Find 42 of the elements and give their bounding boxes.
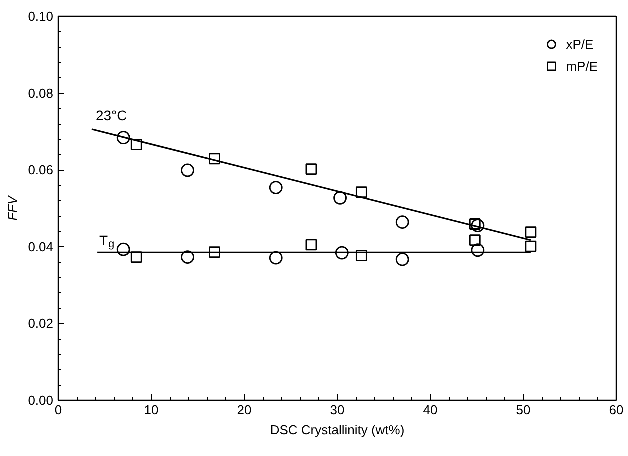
legend-label: xP/E xyxy=(566,36,594,52)
y-tick-label: 0.00 xyxy=(28,393,54,408)
point xyxy=(525,226,537,238)
x-tick-label: 50 xyxy=(516,402,531,418)
point xyxy=(269,181,283,194)
y-axis-title: FFV xyxy=(5,194,20,221)
point xyxy=(396,252,410,266)
point xyxy=(525,240,537,252)
x-tick-label: 0 xyxy=(54,402,62,418)
point xyxy=(269,251,283,265)
x-tick-label: 60 xyxy=(609,402,624,418)
legend-label: mP/E xyxy=(566,58,598,74)
x-tick-label: 10 xyxy=(144,402,159,418)
y-tick-label: 0.10 xyxy=(28,9,54,24)
y-tick-label: 0.02 xyxy=(28,316,54,332)
point xyxy=(469,234,481,246)
point xyxy=(209,153,220,165)
x-axis-title: DSC Crystallinity (wt%) xyxy=(270,422,405,438)
x-tick-label: 40 xyxy=(423,402,438,418)
point xyxy=(116,242,130,256)
point xyxy=(306,239,318,251)
point xyxy=(356,186,368,198)
point xyxy=(335,246,349,260)
point xyxy=(396,216,410,230)
x-tick-label: 20 xyxy=(237,402,252,418)
y-tick-label: 0.06 xyxy=(28,162,54,178)
point xyxy=(181,250,194,264)
point xyxy=(130,139,142,150)
point xyxy=(471,219,485,232)
y-tick-label: 0.04 xyxy=(28,239,54,254)
y-tick-label: 0.08 xyxy=(28,86,54,101)
point xyxy=(471,244,485,258)
point xyxy=(334,191,347,205)
x-tick-label: 30 xyxy=(330,402,345,418)
point xyxy=(356,250,368,262)
point xyxy=(116,131,130,145)
point xyxy=(306,164,318,176)
point xyxy=(130,252,142,263)
point xyxy=(209,246,220,258)
annotation: 23°C xyxy=(96,107,128,124)
point xyxy=(469,218,481,230)
point xyxy=(181,164,194,178)
